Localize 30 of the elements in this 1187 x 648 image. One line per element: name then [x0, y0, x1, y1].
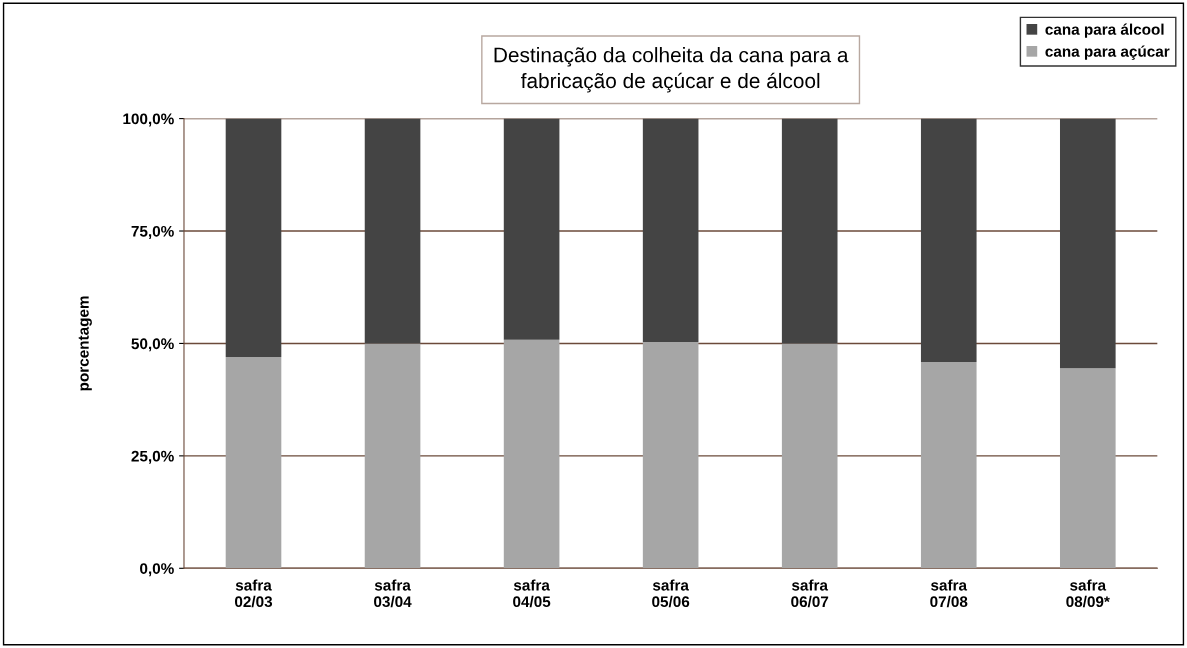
y-tick-label: 100,0% [123, 113, 174, 127]
y-axis-title: porcentagem [78, 296, 92, 391]
y-tick-label: 75,0% [131, 225, 174, 239]
legend-label: cana para álcool [1045, 23, 1164, 38]
bar [781, 118, 838, 344]
y-tick-label: 25,0% [131, 450, 174, 464]
x-tick-label: safra 05/06 [652, 579, 690, 608]
bar [781, 343, 838, 569]
bar [920, 118, 977, 362]
x-tick-label: safra 03/04 [374, 579, 412, 608]
chart-title: Destinação da colheita da cana para a fabricação de açúcar e de álcool [494, 47, 849, 93]
y-tick-label: 50,0% [131, 338, 174, 352]
bar [364, 343, 421, 569]
bar [503, 339, 560, 569]
y-tick-label: 0,0% [140, 563, 174, 577]
bar [503, 118, 560, 340]
x-tick-label: safra 02/03 [235, 579, 273, 608]
bar [364, 118, 421, 344]
bar [920, 361, 977, 569]
bar [642, 342, 699, 569]
legend-label: cana para açúcar [1045, 45, 1170, 60]
bar [1059, 368, 1116, 569]
bar [642, 118, 699, 343]
x-tick-label: safra 07/08 [930, 579, 968, 608]
bar [225, 356, 282, 569]
bar [1059, 118, 1116, 369]
x-tick-label: safra 06/07 [791, 579, 829, 608]
x-tick-label: safra 08/09* [1066, 579, 1110, 608]
x-tick-label: safra 04/05 [513, 579, 551, 608]
bar [225, 118, 282, 357]
